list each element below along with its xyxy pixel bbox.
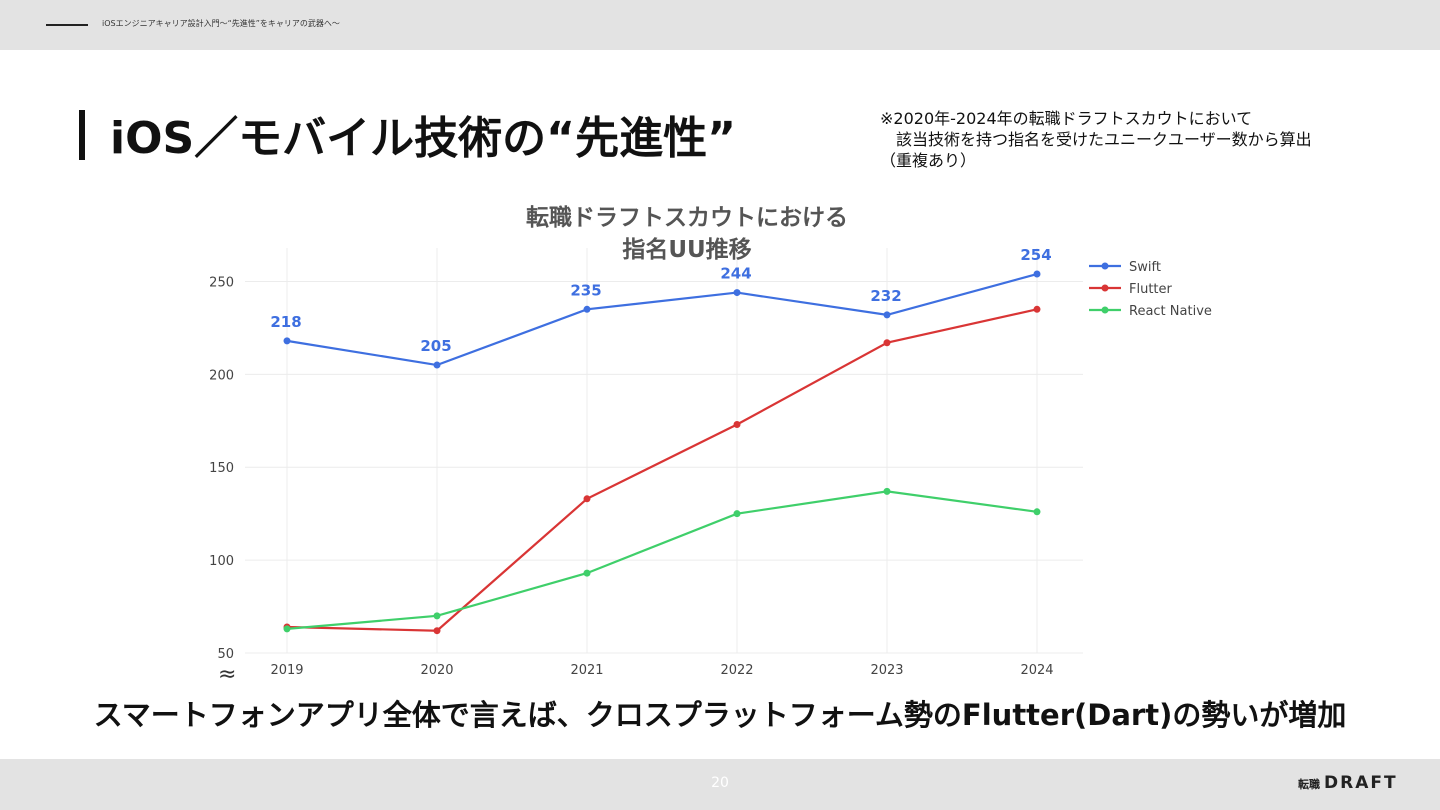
footer-bar: 20 転職 DRAFT — [0, 759, 1440, 810]
logo-big-text: DRAFT — [1324, 773, 1398, 793]
summary-text: スマートフォンアプリ全体で言えば、クロスプラットフォーム勢のFlutter(Da… — [93, 698, 1347, 732]
legend-label: Swift — [1129, 260, 1161, 275]
legend-swatch-point — [1101, 284, 1109, 292]
title-accent-bar — [79, 110, 85, 160]
data-point — [733, 289, 741, 297]
logo-small-text: 転職 — [1298, 778, 1320, 791]
breadcrumb: iOSエンジニアキャリア設計入門〜“先進性”をキャリアの武器へ〜 — [102, 19, 340, 28]
footnote: ※2020年-2024年の転職ドラフトスカウトにおいて 該当技術を持つ指名を受け… — [880, 108, 1312, 171]
footnote-line: （重複あり） — [880, 151, 977, 170]
x-tick-label: 2023 — [870, 663, 903, 678]
page-number: 20 — [711, 775, 729, 791]
data-label: 232 — [870, 287, 901, 305]
data-point — [283, 337, 291, 345]
data-point — [1033, 270, 1041, 278]
data-label: 205 — [420, 337, 451, 355]
data-label: 218 — [270, 313, 301, 331]
chart-title-line: 指名UU推移 — [622, 236, 751, 263]
data-point — [883, 311, 891, 319]
series-line — [286, 490, 1038, 630]
footnote-line: ※2020年-2024年の転職ドラフトスカウトにおいて — [880, 109, 1253, 128]
y-tick-label: 150 — [209, 461, 234, 476]
data-point — [583, 495, 591, 503]
header-bar: iOSエンジニアキャリア設計入門〜“先進性”をキャリアの武器へ〜 — [0, 0, 1440, 50]
axis-break-icon: ≈ — [218, 662, 237, 687]
chart-title-line: 転職ドラフトスカウトにおける — [526, 204, 848, 231]
series-line — [286, 308, 1038, 632]
y-tick-label: 100 — [209, 554, 234, 569]
y-tick-label: 250 — [209, 275, 234, 290]
data-point — [433, 627, 441, 635]
footnote-line: 該当技術を持つ指名を受けたユニークユーザー数から算出 — [880, 130, 1312, 149]
legend-label: Flutter — [1129, 282, 1173, 297]
y-tick-label: 200 — [209, 368, 234, 383]
legend-label: React Native — [1129, 304, 1212, 319]
data-point — [1033, 508, 1041, 516]
data-point — [1033, 305, 1041, 313]
x-tick-label: 2022 — [720, 663, 753, 678]
legend-swatch-point — [1101, 306, 1109, 314]
series-line — [286, 272, 1038, 367]
legend-swatch-point — [1101, 262, 1109, 270]
x-tick-label: 2021 — [570, 663, 603, 678]
data-point — [883, 339, 891, 347]
data-point — [733, 510, 741, 518]
x-tick-label: 2019 — [270, 663, 303, 678]
data-point — [283, 625, 291, 633]
data-label: 235 — [570, 281, 601, 299]
x-tick-label: 2024 — [1020, 663, 1053, 678]
data-point — [583, 569, 591, 577]
data-point — [733, 420, 741, 428]
page-title: iOS／モバイル技術の“先進性” — [110, 113, 737, 164]
y-tick-label: 50 — [217, 647, 234, 662]
data-point — [883, 487, 891, 495]
data-label: 244 — [720, 265, 751, 283]
brand-logo: 転職 DRAFT — [1298, 773, 1398, 793]
data-point — [433, 612, 441, 620]
x-tick-label: 2020 — [420, 663, 453, 678]
data-point — [433, 361, 441, 369]
data-label: 254 — [1020, 246, 1051, 264]
data-point — [583, 305, 591, 313]
header-rule — [46, 24, 88, 26]
